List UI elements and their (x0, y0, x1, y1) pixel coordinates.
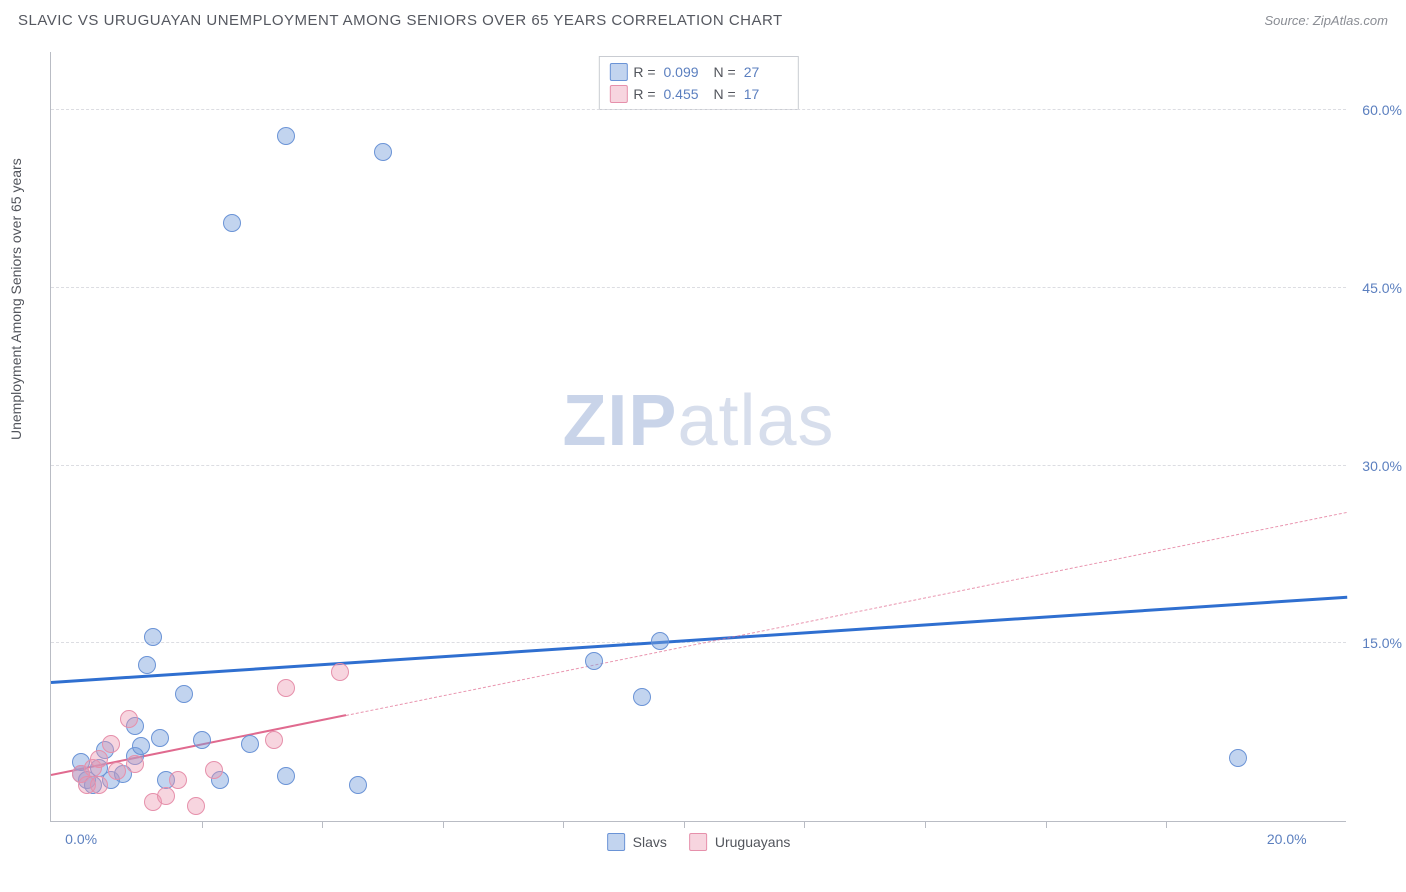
legend-swatch (689, 833, 707, 851)
n-label: N = (714, 86, 736, 102)
data-point (277, 767, 295, 785)
data-point (265, 731, 283, 749)
data-point (331, 663, 349, 681)
data-point (374, 143, 392, 161)
legend-swatch (607, 833, 625, 851)
gridline (51, 287, 1346, 288)
data-point (175, 685, 193, 703)
x-tick (443, 821, 444, 828)
n-value: 27 (744, 64, 788, 80)
legend-stat-row: R = 0.099 N = 27 (609, 61, 787, 83)
data-point (126, 755, 144, 773)
data-point (169, 771, 187, 789)
legend-label: Slavs (633, 834, 667, 850)
x-tick (1046, 821, 1047, 828)
y-tick-label: 15.0% (1362, 635, 1402, 651)
gridline (51, 465, 1346, 466)
x-tick (925, 821, 926, 828)
trend-line (51, 595, 1347, 683)
data-point (349, 776, 367, 794)
x-tick (202, 821, 203, 828)
y-axis-label: Unemployment Among Seniors over 65 years (8, 158, 24, 440)
data-point (1229, 749, 1247, 767)
series-legend: Slavs Uruguayans (607, 833, 791, 851)
legend-swatch (609, 85, 627, 103)
x-tick (563, 821, 564, 828)
x-tick (1166, 821, 1167, 828)
data-point (151, 729, 169, 747)
data-point (223, 214, 241, 232)
legend-item: Uruguayans (689, 833, 791, 851)
legend-swatch (609, 63, 627, 81)
data-point (187, 797, 205, 815)
watermark: ZIPatlas (562, 380, 834, 462)
data-point (90, 750, 108, 768)
data-point (633, 688, 651, 706)
data-point (144, 628, 162, 646)
data-point (157, 787, 175, 805)
scatter-plot: ZIPatlas R =0.099N =27R =0.455N =17 Slav… (50, 52, 1346, 822)
data-point (585, 652, 603, 670)
data-point (132, 737, 150, 755)
legend-stat-row: R = 0.455 N = 17 (609, 83, 787, 105)
y-tick-label: 45.0% (1362, 280, 1402, 296)
data-point (241, 735, 259, 753)
r-value: 0.455 (664, 86, 708, 102)
y-tick-label: 30.0% (1362, 458, 1402, 474)
data-point (277, 679, 295, 697)
n-value: 17 (744, 86, 788, 102)
data-point (120, 710, 138, 728)
chart-header: SLAVIC VS URUGUAYAN UNEMPLOYMENT AMONG S… (0, 0, 1406, 37)
data-point (90, 776, 108, 794)
x-tick-label-left: 0.0% (65, 831, 97, 847)
r-label: R = (633, 64, 655, 80)
x-tick (322, 821, 323, 828)
n-label: N = (714, 64, 736, 80)
correlation-legend: R = 0.099 N = 27 R = 0.455 N = 17 (598, 56, 798, 110)
data-point (205, 761, 223, 779)
x-tick (684, 821, 685, 828)
data-point (102, 735, 120, 753)
y-tick-label: 60.0% (1362, 102, 1402, 118)
source-attribution: Source: ZipAtlas.com (1264, 13, 1388, 28)
data-point (138, 656, 156, 674)
x-tick (804, 821, 805, 828)
legend-label: Uruguayans (715, 834, 791, 850)
data-point (193, 731, 211, 749)
r-label: R = (633, 86, 655, 102)
chart-title: SLAVIC VS URUGUAYAN UNEMPLOYMENT AMONG S… (18, 12, 783, 29)
data-point (277, 127, 295, 145)
trend-line-dashed (346, 512, 1347, 716)
legend-item: Slavs (607, 833, 667, 851)
gridline (51, 109, 1346, 110)
r-value: 0.099 (664, 64, 708, 80)
data-point (108, 762, 126, 780)
data-point (651, 632, 669, 650)
x-tick-label-right: 20.0% (1267, 831, 1307, 847)
